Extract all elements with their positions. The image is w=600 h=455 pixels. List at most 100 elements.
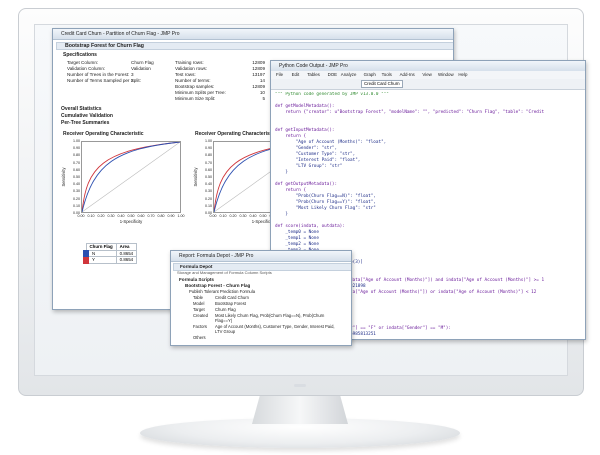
menu-item[interactable]: Edit xyxy=(291,72,300,77)
code-line: def score(indata, outdata): xyxy=(275,224,345,229)
legend-table: Churn Flag Area N 0.8654 Y 0.8654 xyxy=(82,243,138,264)
code-line: return { xyxy=(275,188,307,193)
code-line: return { xyxy=(275,134,307,139)
code-line: } xyxy=(275,170,288,175)
y-axis-label: Sensitivity xyxy=(61,167,66,187)
x-tick-label: 0.70 xyxy=(147,214,155,218)
spec-value: 12809 xyxy=(252,66,265,71)
x-tick-label: 0.10 xyxy=(219,214,227,218)
publish-label: Publish Tolerant Prediction Formula xyxy=(189,289,256,294)
x-tick-label: 0.20 xyxy=(97,214,105,218)
menu-item[interactable]: File xyxy=(276,72,284,77)
x-tick-label: 0.30 xyxy=(107,214,115,218)
spec-value: 5 xyxy=(262,96,265,101)
spec-label: Validation Column: xyxy=(67,66,106,71)
code-line: "Gender": "str", xyxy=(275,146,338,151)
y-tick-label: 0.50 xyxy=(73,175,80,179)
y-tick-label: 0.30 xyxy=(73,189,80,194)
section-title[interactable]: Formula Scripts xyxy=(179,277,214,282)
code-line: """ Python code generated by JMP v13.0.0… xyxy=(275,92,389,97)
x-tick-label: 0.80 xyxy=(157,214,165,218)
field-label: Target xyxy=(193,307,205,312)
menu-item[interactable]: View xyxy=(422,72,432,77)
spec-label: Minimum Splits per Tree: xyxy=(175,90,226,95)
report-header[interactable]: Bootstrap Forest for Churn Flag xyxy=(56,42,453,50)
spec-value: 14 xyxy=(259,78,265,83)
roc-plot xyxy=(82,142,180,212)
y-tick-label: 0.60 xyxy=(73,167,80,172)
table-dropdown[interactable]: Credit Card Churn xyxy=(361,80,403,88)
menu-item[interactable]: Analyze xyxy=(340,72,357,77)
window-title: Credit Card Churn - Partition of Churn F… xyxy=(53,29,453,40)
spec-label: Training rows: xyxy=(175,60,204,65)
x-tick-label: 0.10 xyxy=(87,214,95,218)
code-line: return {"creator": u"Bootstrap Forest", … xyxy=(275,110,545,115)
menu-item[interactable]: DOE xyxy=(327,72,338,77)
field-value: Churn Flag xyxy=(215,307,236,312)
field-label: Table xyxy=(193,295,204,300)
menu-item[interactable]: Tables xyxy=(307,72,320,77)
spec-value: Churn Flag xyxy=(131,60,154,65)
field-label: Model xyxy=(193,301,205,306)
spec-label: Bootstrap samples: xyxy=(175,84,215,89)
x-tick-label: 0.40 xyxy=(117,214,125,218)
spec-value: 12809 xyxy=(252,60,265,65)
spec-value: 3 xyxy=(131,72,134,77)
field-value: Most Likely Churn Flag, Prob(Churn Flag=… xyxy=(215,313,325,323)
code-line: "Prob(Churn Flag==Y)": "float", xyxy=(275,200,376,205)
field-value: Bootstrap Forest xyxy=(215,301,246,306)
x-tick-label: 0.90 xyxy=(167,214,175,218)
spec-value: 13197 xyxy=(252,72,265,77)
spec-value: 3 xyxy=(131,78,134,83)
menu-item[interactable]: Window xyxy=(438,72,454,77)
monitor-neck xyxy=(252,396,348,424)
menu-item[interactable]: Help xyxy=(458,72,468,77)
plot-title[interactable]: Receiver Operating Characteristic xyxy=(63,131,144,137)
spec-value: Validation xyxy=(131,66,151,71)
x-axis-label: 1-Specificity xyxy=(119,219,143,224)
y-tick-label: 0.30 xyxy=(205,189,212,194)
formula-depot-window: Report: Formula Depot - JMP Pro Formula … xyxy=(170,250,352,346)
y-tick-label: 1.00 xyxy=(205,139,212,143)
spec-value: 10 xyxy=(259,90,265,95)
y-tick-label: 0.40 xyxy=(73,182,80,187)
code-line: _temp2 = None xyxy=(275,242,319,247)
plot-area xyxy=(81,141,181,213)
section-title[interactable]: Specifications xyxy=(63,52,97,58)
x-tick-label: 0.50 xyxy=(259,214,267,218)
plot-title[interactable]: Receiver Operating Characteristic xyxy=(195,131,276,137)
y-tick-label: 0.90 xyxy=(205,146,212,151)
spec-value: 12809 xyxy=(252,84,265,89)
spec-label: Test rows: xyxy=(175,72,196,77)
toolbar: Credit Card Churn xyxy=(271,79,585,90)
y-tick-label: 0.00 xyxy=(205,211,212,215)
spec-label: Validation rows: xyxy=(175,66,208,71)
field-label: Created xyxy=(193,313,208,318)
x-tick-label: 0.00 xyxy=(77,214,85,218)
code-line: "Age of Account (Months)": "float", xyxy=(275,140,387,145)
y-tick-label: 0.70 xyxy=(73,160,80,165)
spec-label: Minimum Size Split: xyxy=(175,96,216,101)
x-tick-label: 0.00 xyxy=(209,214,217,218)
y-tick-label: 0.20 xyxy=(73,196,80,201)
code-line: _temp1 = None xyxy=(275,236,319,241)
model-title[interactable]: Bootstrap Forest - Churn Flag xyxy=(185,283,251,288)
field-label: Others xyxy=(193,335,206,340)
section-title[interactable]: Per-Tree Summaries xyxy=(61,120,110,126)
y-axis-label: Sensitivity xyxy=(193,167,198,187)
section-title[interactable]: Overall Statistics xyxy=(61,106,102,112)
x-axis-label: 1-Specificity xyxy=(251,219,275,224)
code-line: } xyxy=(275,212,288,217)
y-tick-label: 0.10 xyxy=(73,203,80,208)
menu-item[interactable]: Tools xyxy=(381,72,392,77)
power-led xyxy=(294,384,306,387)
menu-item[interactable]: Add-Ins xyxy=(399,72,415,77)
field-value: Age of Account (Months), Customer Type, … xyxy=(215,324,335,334)
x-tick-label: 0.50 xyxy=(127,214,135,218)
section-title[interactable]: Cumulative Validation xyxy=(61,113,113,119)
y-tick-label: 1.00 xyxy=(73,139,80,143)
menu-item[interactable]: Graph xyxy=(363,72,376,77)
report-header[interactable]: Formula Depot xyxy=(173,263,351,271)
